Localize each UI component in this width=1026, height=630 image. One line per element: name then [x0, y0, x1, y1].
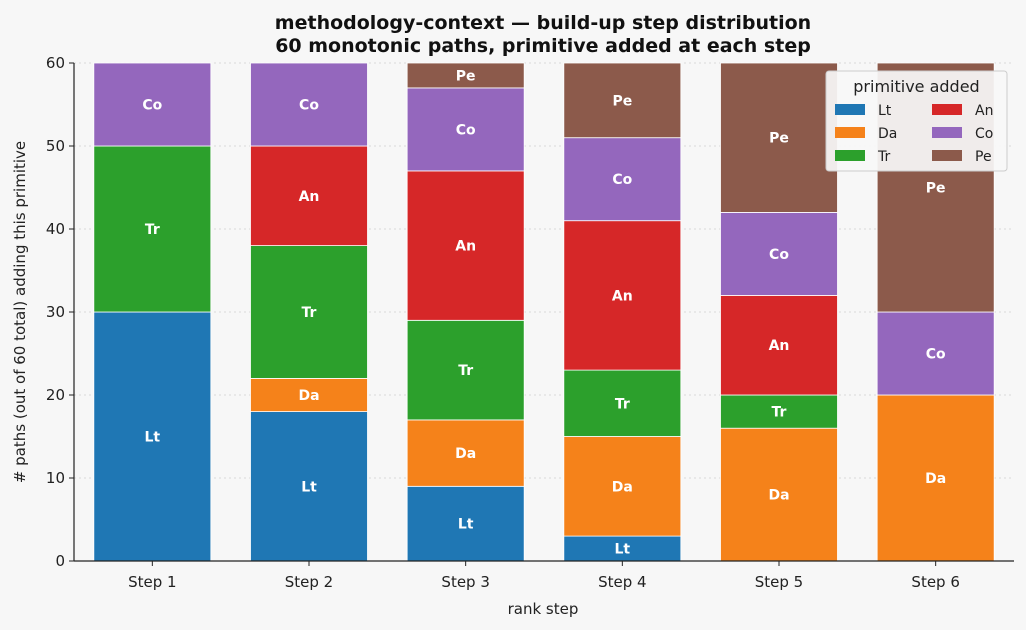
y-tick-label: 20	[46, 386, 65, 404]
bar-segment-label: Lt	[615, 542, 631, 558]
y-tick-label: 50	[46, 137, 65, 155]
bar-segment-label: An	[299, 189, 320, 205]
legend-box	[825, 70, 1008, 172]
bar-segment-label: An	[769, 338, 790, 354]
bar-segment-co	[250, 62, 368, 147]
bar-segment-label: An	[455, 239, 476, 255]
bar-segment-label: Co	[612, 172, 632, 188]
legend-label-pe: Pe	[975, 149, 992, 165]
bar-layer: Lt Tr Co Lt Da Tr An Co Lt Da Tr An Co Pe Lt Da Tr An Co Pe…	[93, 62, 995, 562]
legend-title: primitive added	[853, 77, 979, 96]
legend-swatch-tr	[835, 150, 865, 161]
bar-segment-co	[720, 211, 838, 296]
x-tick-label: Step 3	[441, 573, 489, 591]
bar-segment-co	[93, 62, 212, 147]
bar-segment-label: Lt	[301, 479, 317, 495]
bar-segment-pe	[720, 62, 838, 213]
bar-segment-tr	[406, 319, 525, 421]
legend-swatch-an	[932, 104, 962, 115]
bar-segment-label: Tr	[145, 222, 160, 238]
grid-layer	[74, 62, 1014, 479]
bar-segment-label: Pe	[612, 93, 632, 109]
bar-segment-pe	[563, 62, 682, 139]
bar-segment-label: Da	[768, 488, 789, 504]
bar-segment-an	[250, 145, 368, 246]
x-tick-label: Step 5	[755, 573, 803, 591]
bar-segment-label: Co	[456, 122, 476, 138]
legend-label-lt: Lt	[878, 103, 892, 119]
x-tick-label: Step 2	[285, 573, 333, 591]
bar-segment-label: Tr	[615, 396, 630, 412]
x-tick-label: Step 6	[911, 573, 959, 591]
bar-segment-co	[563, 137, 682, 222]
axis-layer: 0 10 20 30 40 50 60 Step 1 Step 2 Step 3 Step 4 Ste…	[46, 54, 1014, 591]
bar-segment-da	[720, 427, 838, 562]
legend-swatch-lt	[835, 104, 865, 115]
bar-segment-label: Co	[926, 347, 946, 363]
bar-segment-label: Tr	[458, 363, 473, 379]
y-axis-label: # paths (out of 60 total) adding this pr…	[11, 141, 29, 483]
bar-segment-lt	[406, 485, 525, 562]
legend: primitive added Lt An Da Co Tr Pe	[825, 70, 1008, 172]
bar-segment-an	[563, 220, 682, 371]
bar-segment-label: Pe	[926, 181, 946, 197]
legend-swatch-co	[932, 127, 962, 138]
bar-segment-label: Lt	[145, 430, 161, 446]
bar-segment-co	[406, 87, 525, 172]
bar-segment-label: Da	[925, 471, 946, 487]
bar-segment-label: Pe	[769, 131, 789, 147]
bar-segment-tr	[563, 369, 682, 437]
chart-title: methodology-context — build-up step dist…	[275, 12, 811, 34]
y-tick-label: 30	[46, 303, 65, 321]
bar-segment-an	[406, 170, 525, 321]
bar-segment-label: Tr	[772, 405, 787, 421]
bar-segment-label: Co	[299, 98, 319, 114]
bar-segment-da	[250, 377, 368, 412]
legend-swatch-da	[835, 127, 865, 138]
x-tick-label: Step 1	[128, 573, 176, 591]
legend-label-co: Co	[975, 126, 993, 142]
bar-segment-label: Co	[142, 98, 162, 114]
bar-segment-an	[720, 294, 838, 396]
bar-segment-da	[563, 436, 682, 537]
bar-segment-label: Lt	[458, 517, 474, 533]
legend-label-da: Da	[878, 126, 897, 142]
bar-segment-da	[406, 419, 525, 487]
bar-segment-label: Tr	[302, 305, 317, 321]
bar-segment-co	[876, 311, 995, 396]
bar-segment-pe	[406, 62, 525, 89]
x-tick-label: Step 4	[598, 573, 646, 591]
y-tick-label: 10	[46, 469, 65, 487]
legend-label-an: An	[975, 103, 993, 119]
bar-segment-label: Da	[612, 479, 633, 495]
bar-segment-label: An	[612, 288, 633, 304]
y-tick-label: 40	[46, 220, 65, 238]
bar-segment-label: Pe	[456, 68, 476, 84]
legend-swatch-pe	[932, 150, 962, 161]
bar-segment-label: Da	[455, 446, 476, 462]
bar-segment-label: Co	[769, 247, 789, 263]
legend-label-tr: Tr	[877, 149, 890, 165]
chart-subtitle: 60 monotonic paths, primitive added at e…	[275, 35, 811, 57]
bar-segment-da	[876, 394, 995, 562]
x-axis-label: rank step	[508, 600, 579, 618]
y-tick-label: 0	[55, 552, 65, 570]
y-tick-label: 60	[46, 54, 65, 72]
bar-segment-label: Da	[298, 388, 319, 404]
bar-segment-lt	[93, 311, 212, 562]
